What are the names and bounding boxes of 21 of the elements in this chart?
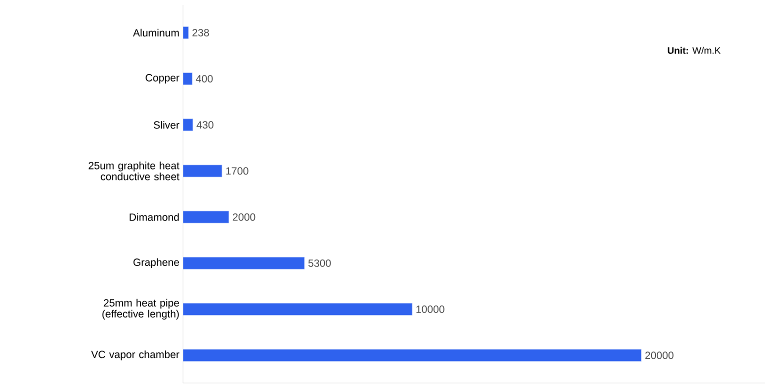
y-tick-label: 25mm heat pipe (effective length) — [102, 298, 179, 320]
y-tick-label: Dimamond — [130, 213, 179, 221]
data-label: 238 — [192, 28, 209, 36]
y-tick-label: Aluminum — [132, 28, 179, 37]
data-label: 1700 — [226, 167, 248, 175]
data-label: 10000 — [416, 306, 444, 313]
y-tick-label: VC vapor chamber — [91, 350, 180, 360]
data-label: 2000 — [232, 213, 256, 221]
y-tick-label: 25um graphite heat conductive sheet — [88, 162, 180, 180]
y-tick-label: Graphene — [133, 258, 179, 268]
text: Unit: W/m.K — [668, 46, 721, 54]
data-label: 20000 — [645, 352, 674, 360]
data-label: 430 — [196, 121, 214, 129]
y-tick-label: Copper — [146, 74, 180, 84]
bar — [183, 303, 412, 316]
data-label: 5300 — [308, 259, 331, 267]
bar — [183, 210, 230, 224]
bar — [183, 256, 305, 270]
bar — [183, 349, 642, 362]
y-tick-label: Sliver — [154, 121, 180, 129]
data-label: 400 — [196, 75, 213, 82]
